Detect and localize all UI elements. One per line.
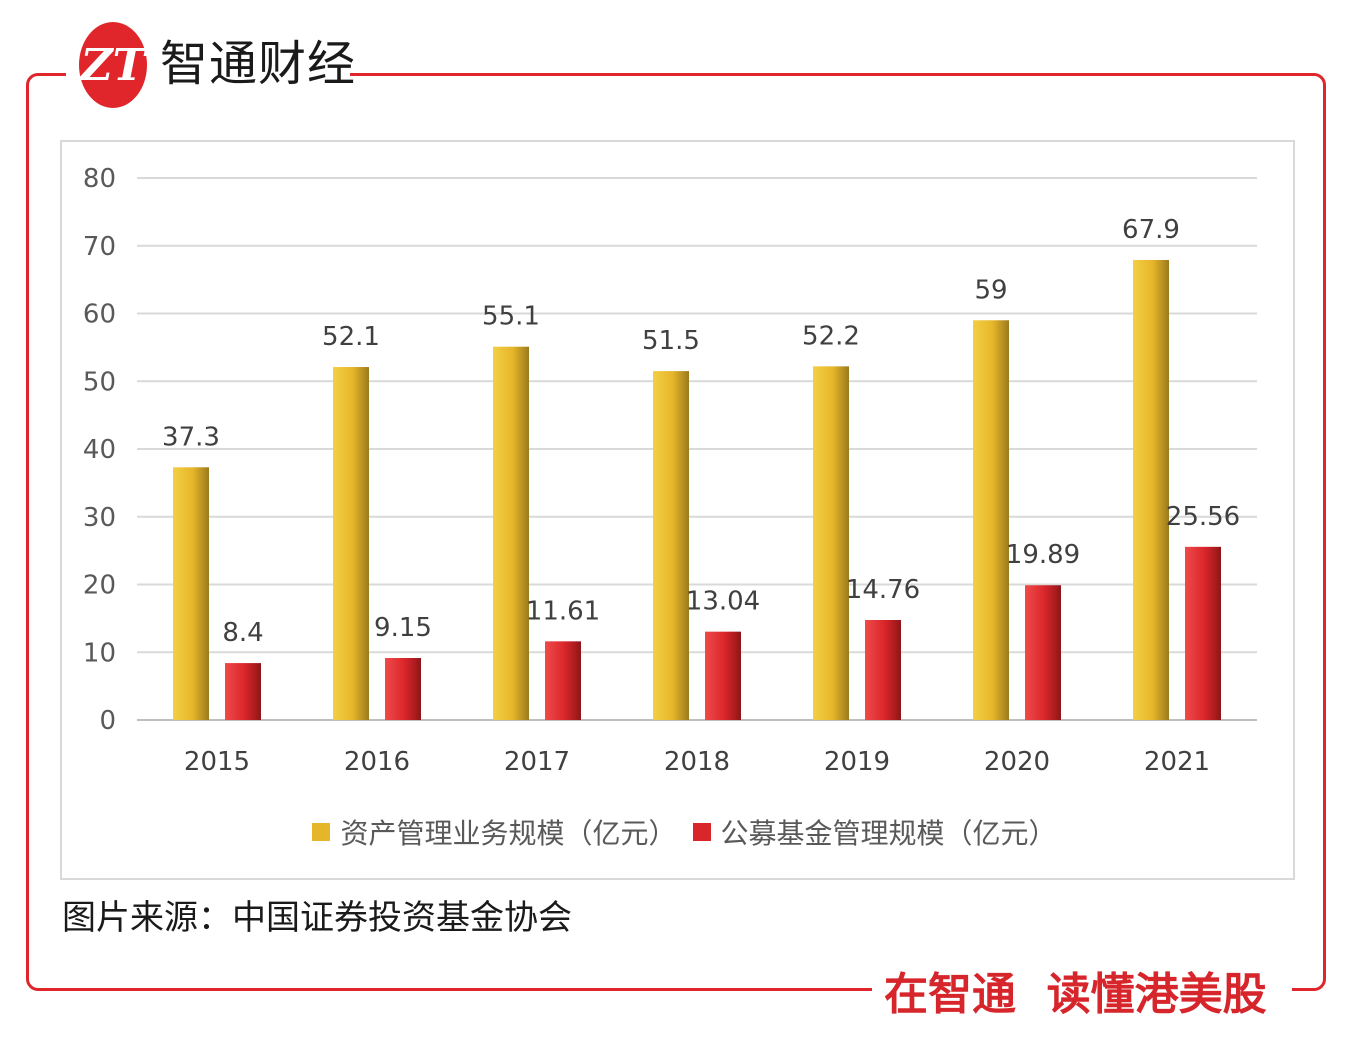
x-tick-label: 2018 [664, 747, 730, 777]
brand-logo-icon: ZT [79, 22, 147, 108]
data-label-public-fund: 11.61 [526, 596, 600, 626]
x-tick-label: 2019 [824, 747, 890, 777]
legend-item-asset-mgmt: 资产管理业务规模（亿元） [312, 812, 677, 852]
data-label-asset-mgmt: 59 [974, 275, 1007, 305]
slogan-mask [872, 970, 1292, 1016]
legend-swatch-public-fund [692, 823, 711, 841]
bar-public-fund [1185, 546, 1221, 720]
bar-public-fund [545, 641, 581, 720]
data-label-public-fund: 19.89 [1006, 540, 1080, 570]
bar-asset-mgmt [813, 366, 849, 720]
data-label-asset-mgmt: 52.2 [802, 321, 860, 351]
chart-legend: 资产管理业务规模（亿元） 公募基金管理规模（亿元） [0, 812, 1369, 852]
bar-asset-mgmt [1133, 259, 1169, 720]
data-label-asset-mgmt: 52.1 [322, 322, 380, 352]
bar-asset-mgmt [973, 320, 1009, 720]
x-tick-label: 2016 [344, 747, 410, 777]
bar-asset-mgmt [493, 346, 529, 720]
legend-swatch-asset-mgmt [312, 823, 331, 841]
bar-asset-mgmt [173, 467, 209, 720]
bar-public-fund [225, 663, 261, 720]
x-tick-label: 2015 [184, 747, 250, 777]
y-tick-label: 20 [83, 571, 116, 601]
legend-label-asset-mgmt: 资产管理业务规模（亿元） [340, 817, 677, 850]
data-label-asset-mgmt: 67.9 [1122, 215, 1180, 245]
x-tick-label: 2021 [1144, 747, 1210, 777]
data-label-public-fund: 8.4 [222, 618, 263, 648]
data-label-public-fund: 9.15 [374, 613, 432, 643]
y-tick-label: 50 [83, 367, 116, 397]
bar-asset-mgmt [333, 367, 369, 720]
y-tick-label: 80 [83, 164, 116, 194]
bar-public-fund [1025, 585, 1061, 720]
data-label-asset-mgmt: 51.5 [642, 326, 700, 356]
source-caption: 图片来源：中国证券投资基金协会 [62, 898, 572, 938]
bar-public-fund [385, 658, 421, 720]
y-tick-label: 40 [83, 435, 116, 465]
y-tick-label: 70 [83, 232, 116, 262]
data-label-asset-mgmt: 37.3 [162, 422, 220, 452]
slogan-text: 在智通 读懂港美股 [884, 969, 1267, 1020]
data-label-asset-mgmt: 55.1 [482, 302, 540, 332]
legend-item-public-fund: 公募基金管理规模（亿元） [692, 812, 1057, 852]
bar-public-fund [705, 631, 741, 720]
x-tick-label: 2017 [504, 747, 570, 777]
data-label-public-fund: 14.76 [846, 575, 920, 605]
brand-name: 智通财经 [160, 36, 357, 92]
legend-label-public-fund: 公募基金管理规模（亿元） [720, 817, 1057, 850]
data-label-public-fund: 25.56 [1166, 502, 1240, 532]
x-tick-label: 2020 [984, 747, 1050, 777]
y-tick-label: 30 [83, 503, 116, 533]
y-tick-label: 60 [83, 300, 116, 330]
data-label-public-fund: 13.04 [686, 587, 760, 617]
y-tick-label: 10 [83, 638, 116, 668]
y-tick-label: 0 [99, 706, 116, 736]
bar-public-fund [865, 620, 901, 720]
red-border-frame [26, 73, 1326, 991]
bar-asset-mgmt [653, 371, 689, 720]
